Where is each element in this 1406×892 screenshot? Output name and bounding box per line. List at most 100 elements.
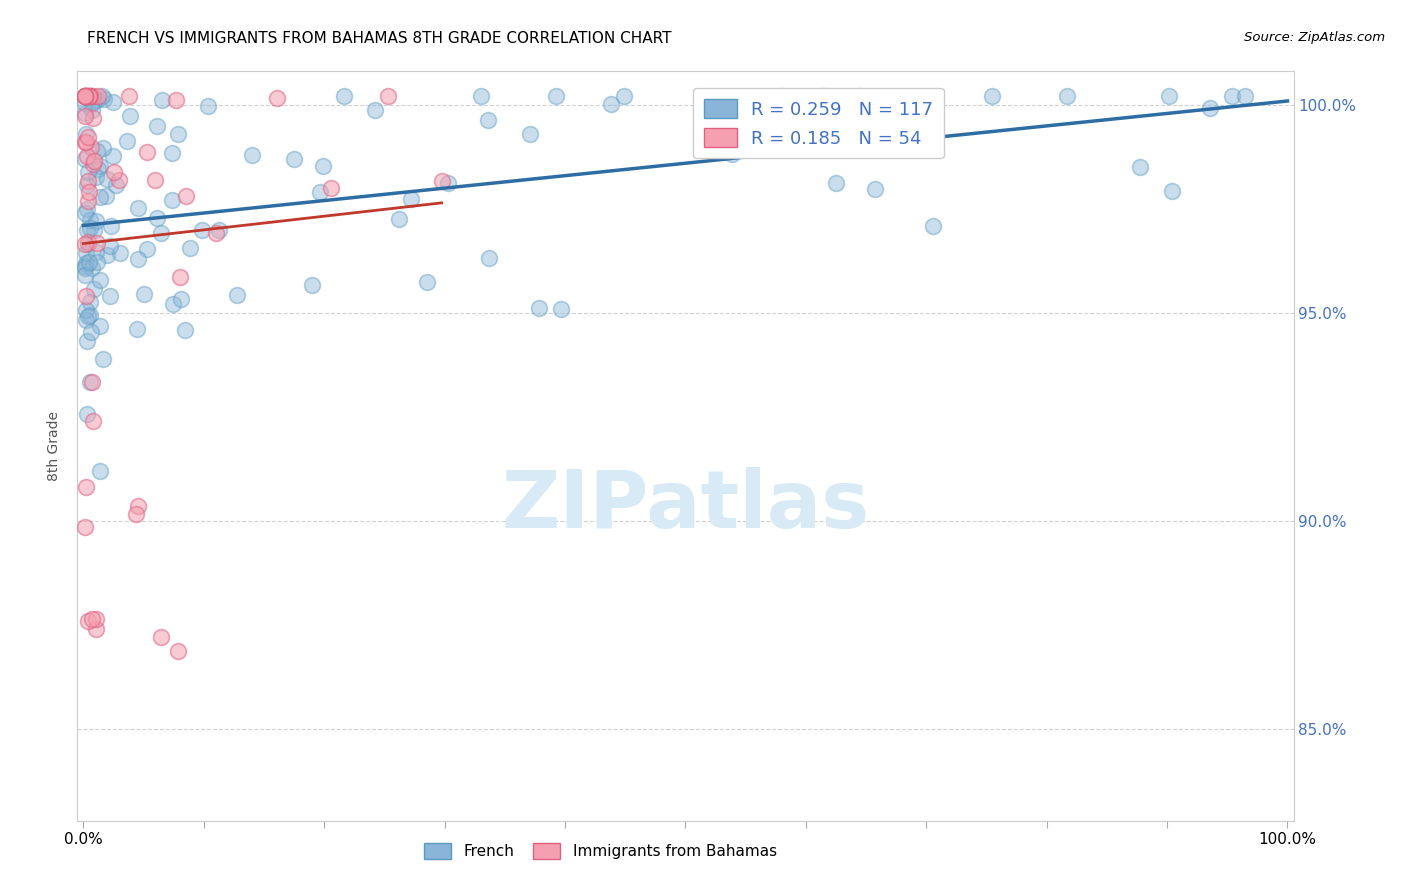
Point — [86, 235, 108, 250]
Point — [76, 149, 98, 163]
Text: Source: ZipAtlas.com: Source: ZipAtlas.com — [1244, 31, 1385, 45]
Point — [82, 376, 104, 390]
Point — [76, 223, 98, 237]
Point — [77, 614, 100, 628]
Point — [127, 500, 149, 514]
Point — [91, 89, 114, 103]
Point — [478, 251, 501, 265]
Point — [89, 189, 111, 203]
Point — [93, 92, 115, 106]
Point — [108, 245, 131, 260]
Y-axis label: 8th Grade: 8th Grade — [48, 411, 62, 481]
Point — [720, 146, 742, 161]
Point — [75, 313, 97, 327]
Point — [811, 89, 834, 103]
Point — [550, 301, 572, 316]
Point — [73, 206, 96, 220]
Point — [208, 223, 231, 237]
Point — [84, 622, 107, 636]
Point — [79, 89, 101, 103]
Point — [527, 301, 550, 315]
Point — [377, 89, 399, 103]
Point — [772, 89, 794, 103]
Point — [77, 185, 100, 199]
Legend: French, Immigrants from Bahamas: French, Immigrants from Bahamas — [418, 838, 783, 865]
Point — [75, 89, 97, 103]
Point — [134, 287, 156, 301]
Point — [82, 111, 104, 125]
Point — [100, 219, 122, 234]
Point — [77, 89, 100, 103]
Point — [94, 188, 117, 202]
Point — [1129, 160, 1152, 174]
Point — [921, 219, 943, 234]
Point — [980, 89, 1002, 103]
Point — [73, 105, 96, 120]
Point — [83, 94, 105, 108]
Point — [82, 103, 104, 117]
Point — [120, 109, 142, 123]
Point — [76, 202, 98, 217]
Point — [863, 182, 886, 196]
Point — [73, 236, 96, 251]
Point — [333, 89, 356, 103]
Point — [162, 193, 184, 207]
Point — [179, 241, 201, 255]
Point — [73, 89, 96, 103]
Point — [170, 292, 193, 306]
Point — [76, 235, 98, 249]
Point — [103, 148, 125, 162]
Point — [83, 154, 105, 169]
Point — [89, 464, 111, 478]
Point — [146, 211, 169, 225]
Point — [87, 89, 110, 103]
Point — [83, 223, 105, 237]
Point — [84, 214, 107, 228]
Point — [127, 201, 149, 215]
Point — [73, 89, 96, 103]
Point — [283, 152, 305, 166]
Point — [519, 127, 541, 141]
Point — [89, 273, 111, 287]
Point — [79, 375, 101, 389]
Point — [613, 89, 636, 103]
Point — [73, 152, 96, 166]
Point — [150, 630, 173, 644]
Point — [86, 144, 108, 158]
Point — [76, 194, 98, 208]
Point — [364, 103, 387, 117]
Point — [83, 282, 105, 296]
Point — [77, 89, 100, 103]
Point — [75, 89, 97, 103]
Point — [89, 159, 111, 173]
Point — [174, 189, 197, 203]
Point — [1234, 89, 1257, 103]
Point — [96, 172, 118, 186]
Point — [174, 323, 197, 337]
Point — [266, 91, 288, 105]
Point — [79, 308, 101, 322]
Point — [470, 89, 492, 103]
Point — [115, 134, 138, 148]
Point — [79, 212, 101, 227]
Point — [160, 146, 183, 161]
Point — [1159, 89, 1181, 103]
Point — [91, 140, 114, 154]
Point — [91, 352, 114, 367]
Point — [319, 181, 342, 195]
Point — [150, 93, 173, 107]
Point — [416, 275, 439, 289]
Point — [73, 520, 96, 534]
Point — [76, 334, 98, 348]
Point — [79, 140, 101, 154]
Point — [166, 644, 188, 658]
Point — [76, 129, 98, 144]
Point — [75, 480, 97, 494]
Point — [240, 148, 263, 162]
Point — [149, 226, 172, 240]
Point — [118, 89, 141, 103]
Point — [75, 95, 97, 110]
Point — [162, 297, 184, 311]
Point — [103, 165, 125, 179]
Point — [308, 185, 330, 199]
